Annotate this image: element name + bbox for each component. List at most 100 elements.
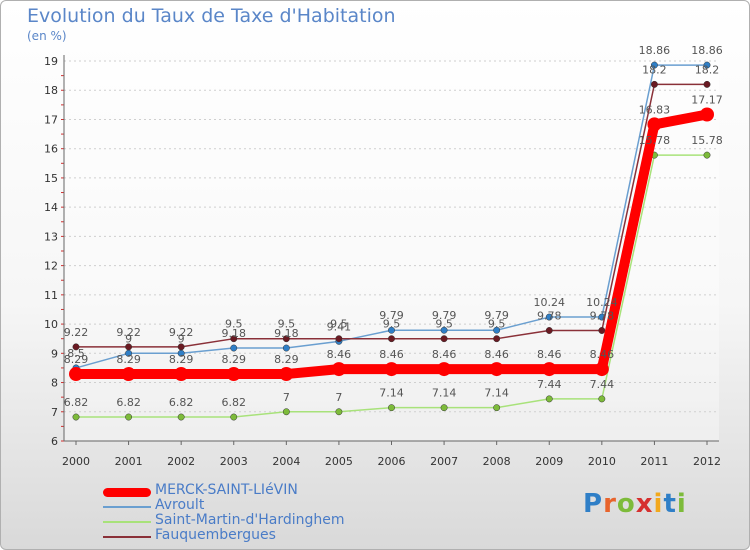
data-point	[598, 395, 606, 403]
data-label: 9	[178, 332, 185, 345]
data-point	[703, 61, 711, 69]
logo-letter: i	[653, 489, 664, 519]
data-point	[282, 335, 290, 343]
y-tick-label: 13	[44, 230, 58, 243]
y-tick-label: 17	[44, 113, 58, 126]
x-tick-label: 2006	[378, 455, 406, 468]
data-label: 9.79	[432, 309, 457, 322]
data-label: 9.5	[278, 318, 296, 331]
chart-unit-label: (en %)	[27, 29, 67, 43]
data-point	[598, 327, 606, 334]
data-label: 8.46	[432, 348, 457, 361]
data-label: 9.5	[225, 318, 243, 331]
y-tick-label: 16	[44, 143, 58, 156]
data-point	[647, 117, 662, 132]
x-tick-label: 2004	[272, 455, 300, 468]
data-label: 18.86	[639, 44, 671, 57]
data-point	[282, 408, 290, 416]
data-label: 8.29	[64, 353, 89, 366]
data-point	[594, 362, 609, 377]
data-point	[125, 343, 133, 351]
data-point	[226, 367, 241, 382]
data-point	[331, 362, 346, 377]
data-label: 7	[283, 391, 290, 404]
data-point	[72, 413, 80, 421]
data-point	[650, 80, 658, 88]
legend-label: Saint-Martin-d'Hardinghem	[155, 512, 345, 528]
data-label: 8.46	[537, 348, 562, 361]
legend-swatch	[103, 521, 151, 523]
data-point	[282, 344, 290, 352]
data-point	[703, 151, 711, 159]
data-point	[440, 335, 448, 343]
data-label: 6.82	[116, 396, 141, 409]
y-tick-label: 10	[44, 318, 58, 331]
logo-letter: i	[676, 489, 687, 519]
y-tick-label: 11	[44, 289, 58, 302]
y-tick-label: 19	[44, 55, 58, 68]
data-label: 10.24	[534, 296, 566, 309]
data-label: 9.41	[327, 320, 352, 333]
data-label: 8.29	[116, 353, 141, 366]
data-label: 15.78	[691, 134, 723, 147]
data-point	[542, 362, 557, 377]
x-tick-label: 2005	[325, 455, 353, 468]
data-label: 8.5	[67, 347, 85, 360]
data-label: 17.17	[691, 93, 723, 106]
x-tick-label: 2001	[115, 455, 143, 468]
logo-letter: o	[616, 489, 636, 519]
data-point	[230, 344, 238, 352]
data-label: 15.78	[639, 134, 671, 147]
data-label: 9.78	[537, 310, 562, 323]
data-point	[69, 367, 83, 382]
data-label: 18.2	[695, 63, 720, 76]
data-label: 9.79	[379, 309, 404, 322]
data-label: 8.46	[590, 348, 615, 361]
data-point	[545, 327, 553, 334]
x-tick-label: 2003	[220, 455, 248, 468]
y-tick-label: 12	[44, 260, 58, 273]
data-label: 8.46	[379, 348, 404, 361]
data-point	[650, 61, 658, 69]
data-label: 7.44	[537, 378, 562, 391]
data-label: 9.22	[64, 326, 89, 339]
x-tick-label: 2002	[167, 455, 195, 468]
y-tick-label: 9	[51, 347, 58, 360]
data-label: 6.82	[64, 396, 89, 409]
data-label: 9.5	[435, 318, 453, 331]
data-label: 10.24	[586, 296, 618, 309]
data-label: 18.86	[691, 44, 723, 57]
data-point	[279, 367, 294, 382]
logo-letter: t	[663, 489, 677, 519]
data-label: 6.82	[169, 396, 194, 409]
data-point	[177, 343, 185, 351]
data-point	[388, 404, 395, 412]
y-tick-label: 15	[44, 172, 58, 185]
proxiti-logo: Proxiti	[583, 489, 687, 519]
data-label: 8.46	[327, 348, 352, 361]
data-label: 7.14	[432, 387, 457, 400]
data-label: 8.46	[484, 348, 509, 361]
data-label: 9.5	[488, 318, 506, 331]
y-tick-label: 7	[51, 406, 58, 419]
x-tick-label: 2010	[588, 455, 616, 468]
logo-letter: P	[583, 489, 604, 519]
legend-label: Avroult	[155, 497, 205, 513]
x-tick-label: 2000	[62, 455, 90, 468]
data-point	[388, 326, 395, 334]
data-point	[388, 335, 395, 343]
data-point	[440, 404, 448, 412]
logo-letter: r	[603, 489, 617, 519]
data-point	[437, 362, 452, 377]
data-label: 8.29	[169, 353, 194, 366]
logo-letter: x	[635, 489, 654, 519]
data-point	[493, 404, 501, 412]
data-point	[72, 343, 80, 351]
data-label: 18.2	[642, 63, 667, 76]
data-label: 9.22	[169, 326, 194, 339]
data-point	[335, 408, 343, 416]
data-point	[545, 395, 553, 403]
data-point	[703, 80, 711, 88]
